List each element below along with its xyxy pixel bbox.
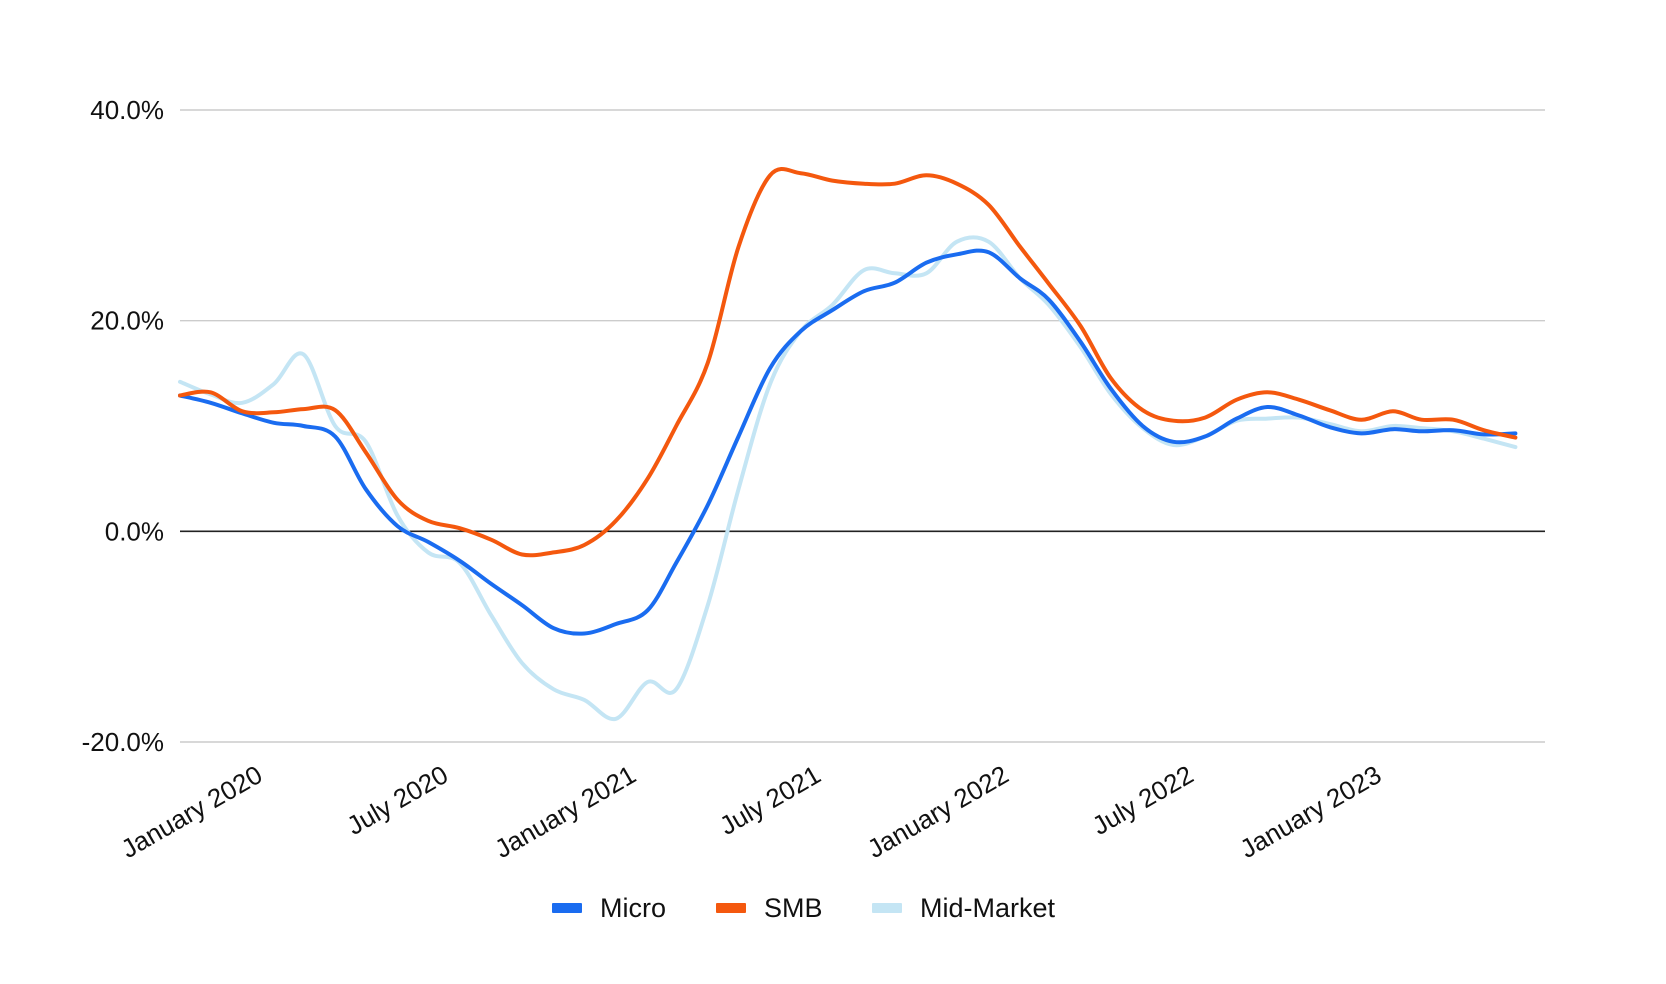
- x-tick-label: January 2022: [862, 759, 1013, 864]
- y-tick-label: 40.0%: [90, 95, 164, 125]
- legend-item-micro: Micro: [552, 893, 666, 923]
- x-tick-label: January 2020: [116, 759, 267, 864]
- series-lines: [178, 166, 1518, 722]
- legend-label: Mid-Market: [920, 893, 1056, 923]
- legend-item-mid-market: Mid-Market: [872, 893, 1056, 923]
- x-tick-label: July 2021: [714, 759, 825, 841]
- series-line-micro: [178, 248, 1518, 636]
- legend-item-smb: SMB: [716, 893, 823, 923]
- y-tick-label: -20.0%: [82, 727, 164, 757]
- legend-swatch: [716, 903, 746, 913]
- legend-swatch: [872, 903, 902, 913]
- legend-swatch: [552, 903, 582, 913]
- x-tick-label: July 2020: [342, 759, 453, 841]
- x-tick-label: January 2021: [489, 759, 640, 864]
- series-line-mid-market: [178, 235, 1518, 722]
- x-tick-label: July 2022: [1087, 759, 1198, 841]
- x-tick-label: January 2023: [1235, 759, 1386, 864]
- y-axis-tick-labels: -20.0% 0.0% 20.0% 40.0%: [82, 95, 164, 757]
- y-tick-label: 20.0%: [90, 306, 164, 336]
- legend-label: SMB: [764, 893, 823, 923]
- x-axis-tick-labels: January 2020 July 2020 January 2021 July 20…: [116, 759, 1386, 864]
- legend: Micro SMB Mid-Market: [552, 893, 1056, 923]
- y-tick-label: 0.0%: [105, 516, 164, 546]
- series-line-smb: [178, 166, 1518, 558]
- legend-label: Micro: [600, 893, 666, 923]
